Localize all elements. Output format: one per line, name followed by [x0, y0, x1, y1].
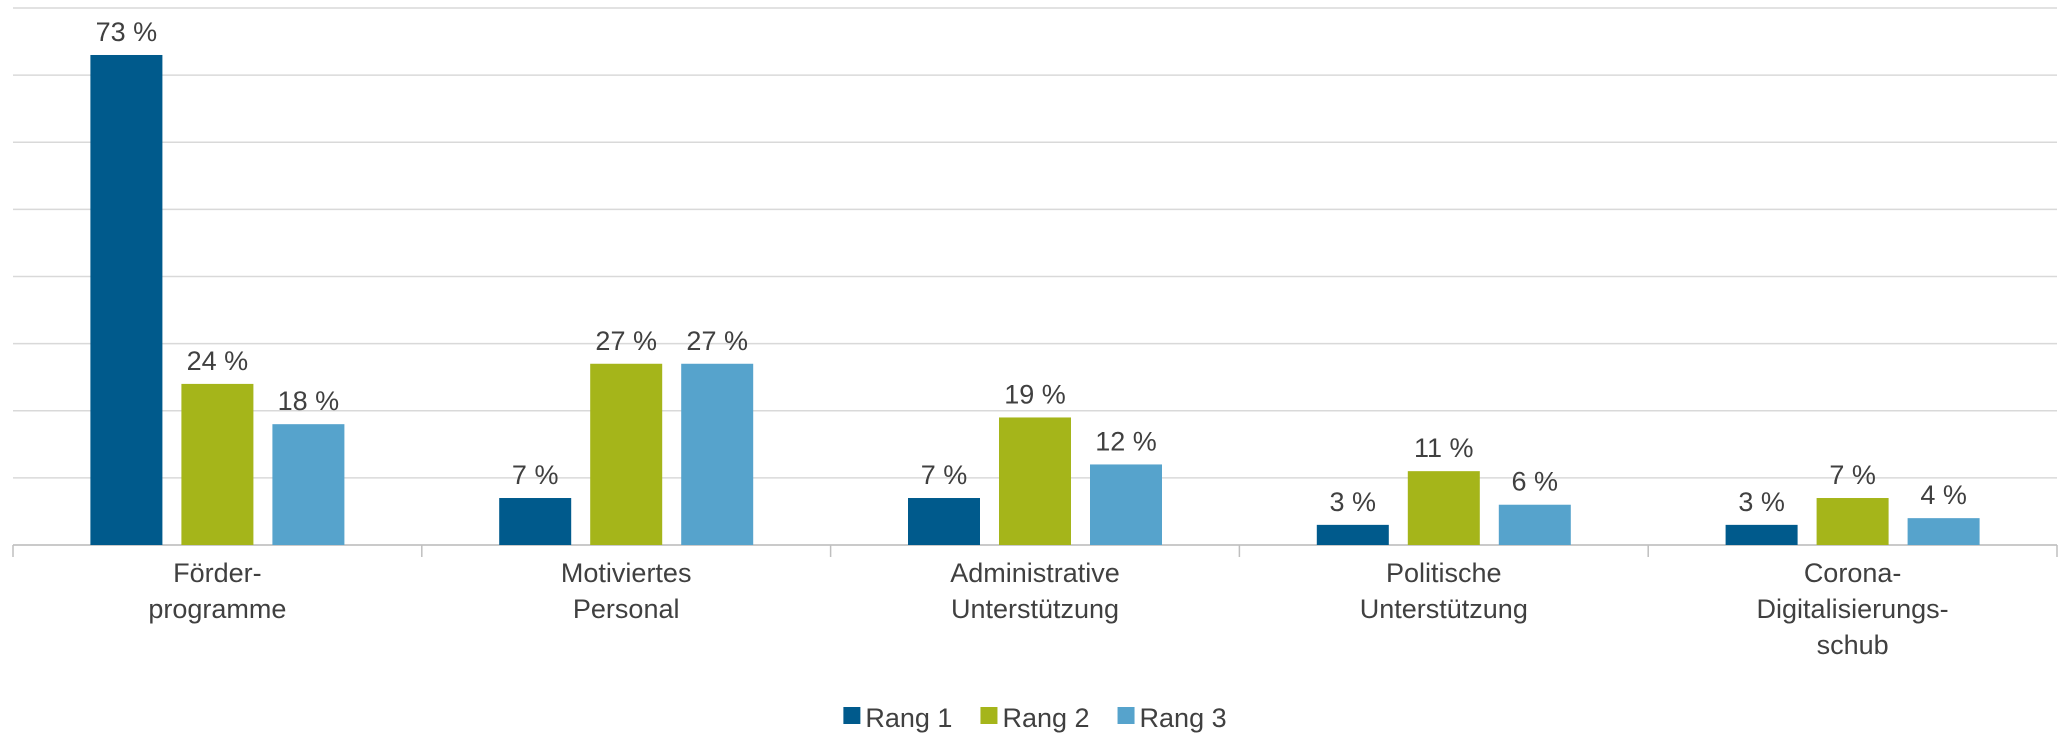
- x-tick-label-line: Digitalisierungs-: [1757, 594, 1949, 624]
- legend-swatch: [980, 707, 998, 724]
- data-label: 3 %: [1330, 487, 1377, 517]
- bar: [999, 417, 1071, 545]
- legend-label: Rang 1: [865, 703, 952, 733]
- bar: [590, 363, 663, 545]
- x-tick-label: Corona- Digitalisierungs-schub: [1757, 558, 1949, 660]
- x-tick-label: Förder-programme: [148, 558, 286, 624]
- x-tick-label: Motiviertes Personal: [561, 558, 692, 624]
- x-tick-label-line: Unterstützung: [1360, 594, 1528, 624]
- legend: Rang 1 Rang 2 Rang 3: [843, 703, 1227, 733]
- data-label: 24 %: [187, 346, 249, 376]
- data-label: 7 %: [1829, 460, 1876, 490]
- x-tick-label-line: schub: [1817, 630, 1889, 660]
- x-tick-label-line: programme: [148, 594, 286, 624]
- legend-swatch: [843, 707, 861, 724]
- data-label: 73 %: [96, 17, 158, 47]
- bar: [272, 424, 345, 545]
- x-tick-label-line: Motiviertes: [561, 558, 692, 588]
- data-label: 12 %: [1095, 426, 1157, 456]
- x-tick-label-line: Politische: [1386, 558, 1502, 588]
- legend-label: Rang 3: [1140, 703, 1227, 733]
- bar: [90, 54, 163, 546]
- data-label: 19 %: [1004, 379, 1066, 409]
- bar: [499, 498, 572, 545]
- x-tick-label: Politische Unterstützung: [1360, 558, 1528, 624]
- legend-swatch: [1117, 707, 1135, 724]
- bar: [681, 363, 754, 545]
- bar: [1407, 471, 1480, 545]
- data-label: 6 %: [1512, 467, 1559, 497]
- x-tick-label-line: Förder-: [173, 558, 262, 588]
- bar: [1907, 518, 1980, 545]
- bar: [1316, 524, 1389, 545]
- data-label: 27 %: [686, 326, 748, 356]
- x-tick-label-line: Unterstützung: [951, 594, 1119, 624]
- data-label: 18 %: [278, 386, 340, 416]
- x-tick-label-line: Personal: [573, 594, 680, 624]
- data-label: 27 %: [595, 326, 657, 356]
- bar: [181, 383, 254, 545]
- x-tick-label-line: Corona-: [1804, 558, 1902, 588]
- bar: [908, 498, 980, 545]
- data-label: 11 %: [1414, 433, 1474, 463]
- data-label: 4 %: [1920, 480, 1967, 510]
- bar: [1725, 524, 1798, 545]
- bar: [1498, 504, 1571, 545]
- data-label: 7 %: [921, 460, 968, 490]
- x-tick-label-line: Administrative: [950, 558, 1120, 588]
- legend-label: Rang 2: [1002, 703, 1089, 733]
- bar: [1090, 464, 1162, 545]
- data-label: 7 %: [512, 460, 559, 490]
- x-tick-label: Administrative Unterstützung: [950, 558, 1120, 624]
- data-label: 3 %: [1738, 487, 1785, 517]
- bar: [1816, 498, 1889, 545]
